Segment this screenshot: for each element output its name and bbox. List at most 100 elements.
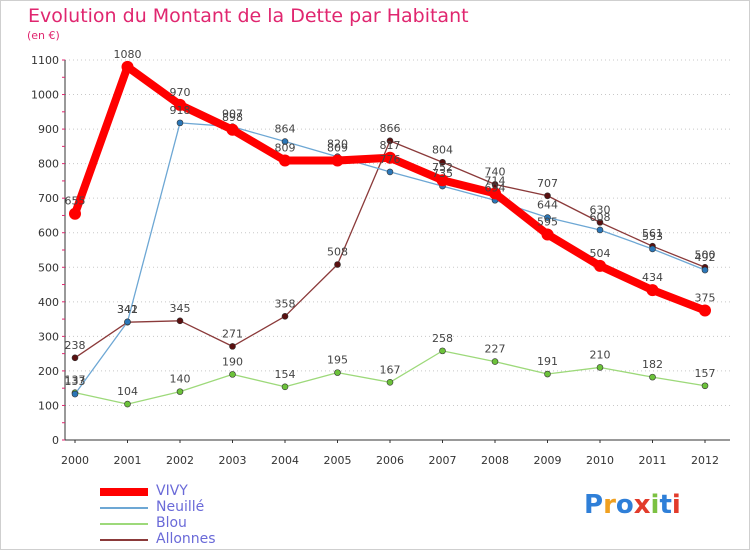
y-tick-label: 900 (38, 123, 59, 136)
data-point-neuillé (544, 214, 551, 221)
data-point-vivy (174, 98, 186, 111)
data-point-vivy (541, 228, 554, 241)
data-label-allonnes: 271 (222, 327, 243, 340)
data-label-blou: 157 (695, 367, 716, 380)
x-tick-label: 2011 (639, 454, 667, 467)
data-label-neuillé: 776 (380, 153, 401, 166)
data-point-neuillé (124, 318, 131, 326)
legend-item-allonnes: Allonnes (100, 531, 300, 548)
legend-item-neuillé: Neuillé (100, 499, 300, 516)
data-label-blou: 191 (537, 355, 558, 368)
data-label-allonnes: 707 (537, 177, 558, 190)
data-point-blou (439, 347, 446, 355)
data-point-neuillé (176, 119, 184, 127)
data-point-vivy (436, 174, 449, 187)
data-point-blou (544, 370, 551, 378)
data-label-neuillé: 694 (485, 181, 506, 194)
data-point-neuillé (386, 168, 394, 176)
legend-label: Allonnes (156, 531, 216, 547)
data-point-vivy (594, 259, 606, 272)
data-label-vivy: 714 (485, 174, 506, 187)
data-label-allonnes: 358 (275, 297, 296, 310)
data-point-vivy (226, 123, 239, 136)
data-label-blou: 210 (590, 348, 611, 361)
x-tick-label: 2007 (429, 454, 457, 467)
chart-title: Evolution du Montant de la Dette par Hab… (28, 5, 469, 27)
data-point-allonnes (439, 158, 446, 166)
data-label-allonnes: 345 (170, 302, 191, 315)
proxiti-logo: Proxiti (584, 490, 681, 520)
legend-swatch (100, 488, 148, 496)
data-point-vivy (331, 154, 344, 167)
data-label-allonnes: 630 (590, 203, 611, 216)
data-point-allonnes (596, 219, 604, 226)
data-label-vivy: 655 (65, 195, 86, 208)
legend-item-vivy: VIVY (100, 483, 300, 500)
data-point-allonnes (229, 343, 236, 350)
y-tick-label: 500 (38, 261, 59, 274)
data-point-neuillé (596, 226, 604, 234)
data-label-vivy: 898 (222, 111, 243, 124)
data-point-vivy (489, 187, 501, 200)
data-point-blou (701, 382, 709, 390)
data-point-blou (491, 358, 499, 365)
x-tick-label: 2004 (271, 454, 299, 467)
data-point-allonnes (281, 313, 289, 320)
data-label-blou: 195 (327, 354, 348, 367)
y-tick-label: 0 (52, 434, 59, 447)
data-label-allonnes: 238 (65, 339, 86, 352)
data-point-blou (334, 369, 341, 376)
data-label-vivy: 752 (432, 161, 453, 174)
data-label-vivy: 434 (642, 271, 663, 284)
x-tick-label: 2003 (219, 454, 247, 467)
legend-label: VIVY (156, 483, 188, 499)
y-tick-label: 1100 (31, 54, 59, 67)
legend-swatch (100, 523, 148, 525)
y-tick-label: 300 (38, 330, 59, 343)
legend-label: Blou (156, 515, 187, 531)
data-label-allonnes: 508 (327, 246, 348, 259)
data-label-blou: 167 (380, 363, 401, 376)
data-point-vivy (699, 304, 711, 317)
data-label-neuillé: 918 (170, 104, 191, 117)
data-point-blou (596, 364, 604, 371)
x-tick-label: 2008 (481, 454, 509, 467)
data-label-blou: 182 (642, 358, 663, 371)
x-tick-label: 2001 (114, 454, 142, 467)
data-point-neuillé (701, 266, 709, 274)
data-label-allonnes: 804 (432, 143, 453, 156)
data-point-allonnes (386, 137, 394, 145)
data-point-allonnes (334, 261, 341, 268)
data-point-vivy (69, 207, 81, 220)
data-label-blou: 137 (65, 374, 86, 387)
data-point-neuillé (71, 390, 79, 398)
data-point-allonnes (176, 317, 184, 325)
data-point-neuillé (649, 245, 656, 253)
x-tick-label: 2012 (691, 454, 719, 467)
data-point-vivy (279, 154, 291, 167)
y-tick-label: 1000 (31, 89, 59, 102)
data-label-vivy: 595 (537, 215, 558, 228)
legend-label: Neuillé (156, 499, 205, 515)
data-label-vivy: 375 (695, 291, 716, 304)
legend-swatch (100, 539, 148, 541)
chart-subtitle: (en €) (27, 29, 60, 42)
legend-swatch (100, 507, 148, 509)
data-label-neuillé: 492 (695, 251, 716, 264)
data-label-blou: 140 (170, 373, 191, 386)
data-label-allonnes: 866 (380, 122, 401, 135)
data-label-allonnes: 561 (642, 227, 663, 240)
data-label-vivy: 970 (170, 86, 191, 99)
data-point-blou (386, 379, 394, 386)
y-tick-label: 700 (38, 192, 59, 205)
data-point-blou (176, 388, 184, 395)
x-tick-label: 2010 (586, 454, 614, 467)
data-label-vivy: 817 (380, 139, 401, 152)
data-label-neuillé: 644 (537, 199, 558, 212)
data-label-neuillé: 820 (327, 138, 348, 151)
y-tick-label: 600 (38, 227, 59, 240)
data-point-vivy (384, 151, 396, 164)
data-label-vivy: 809 (327, 142, 348, 155)
data-point-blou (649, 373, 656, 381)
